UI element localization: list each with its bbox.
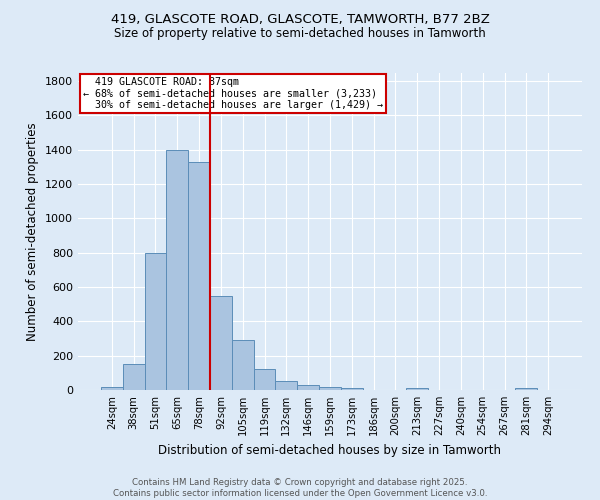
Bar <box>101 388 123 390</box>
Bar <box>254 370 275 390</box>
Bar <box>145 252 166 390</box>
X-axis label: Distribution of semi-detached houses by size in Tamworth: Distribution of semi-detached houses by … <box>158 444 502 456</box>
Bar <box>297 385 319 390</box>
Bar <box>123 364 145 390</box>
Text: 419, GLASCOTE ROAD, GLASCOTE, TAMWORTH, B77 2BZ: 419, GLASCOTE ROAD, GLASCOTE, TAMWORTH, … <box>110 12 490 26</box>
Bar <box>188 162 210 390</box>
Y-axis label: Number of semi-detached properties: Number of semi-detached properties <box>26 122 40 340</box>
Bar <box>232 340 254 390</box>
Bar <box>275 382 297 390</box>
Text: Contains HM Land Registry data © Crown copyright and database right 2025.
Contai: Contains HM Land Registry data © Crown c… <box>113 478 487 498</box>
Bar <box>210 296 232 390</box>
Bar <box>515 388 537 390</box>
Bar <box>319 388 341 390</box>
Bar <box>341 388 363 390</box>
Bar <box>406 388 428 390</box>
Text: Size of property relative to semi-detached houses in Tamworth: Size of property relative to semi-detach… <box>114 28 486 40</box>
Text: 419 GLASCOTE ROAD: 87sqm
← 68% of semi-detached houses are smaller (3,233)
  30%: 419 GLASCOTE ROAD: 87sqm ← 68% of semi-d… <box>83 78 383 110</box>
Bar <box>166 150 188 390</box>
